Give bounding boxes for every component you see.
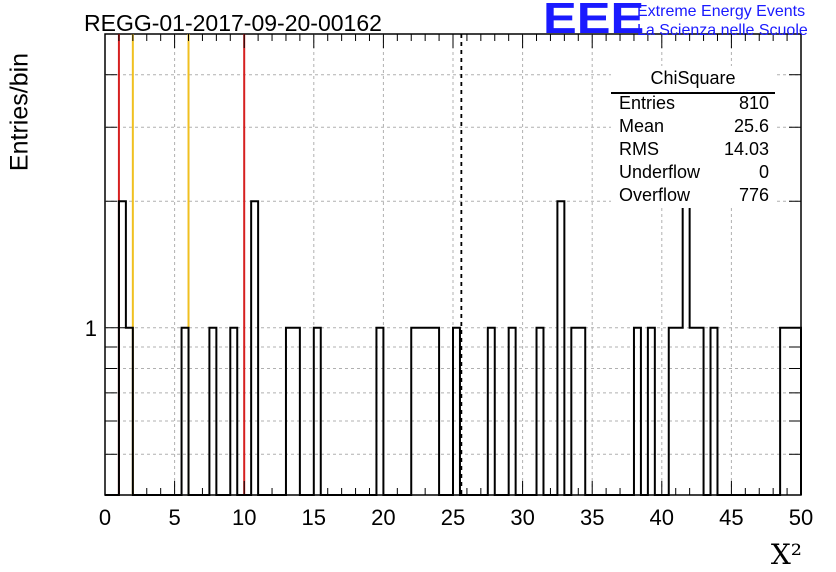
- stat-key: Mean: [619, 116, 665, 136]
- stat-value: 25.6: [733, 116, 769, 136]
- x-tick-label: 5: [168, 505, 180, 530]
- y-axis-label: Entries/bin: [5, 52, 34, 172]
- x-tick-label: 50: [789, 505, 813, 530]
- x-tick-label: 0: [99, 505, 111, 530]
- stat-value: 776: [738, 185, 769, 205]
- stat-key: Entries: [619, 93, 676, 113]
- x-tick-label: 10: [232, 505, 256, 530]
- stat-key: RMS: [619, 139, 659, 159]
- x-tick-label: 35: [580, 505, 604, 530]
- stat-value: 810: [738, 93, 769, 113]
- reference-lines: [117, 34, 463, 495]
- x-axis-label: X²: [771, 538, 802, 571]
- logo-tagline-1: Extreme Energy Events: [637, 3, 806, 20]
- x-tick-label: 25: [441, 505, 465, 530]
- stats-title: ChiSquare: [650, 68, 736, 88]
- stat-key: Underflow: [619, 162, 701, 182]
- logo-tagline-2: La Scienza nelle Scuole: [637, 22, 808, 39]
- eee-logo: EEE Extreme Energy Events La Scienza nel…: [541, 0, 836, 46]
- eee-logo-mark: EEE: [543, 0, 645, 43]
- stat-row-rms: RMS 14.03: [619, 139, 769, 162]
- histogram-outline: [105, 200, 802, 496]
- axis-ticks: 0 5 10 15 20 25 30 35 40 45 50 1: [85, 34, 813, 530]
- x-tick-label: 20: [371, 505, 395, 530]
- stat-row-entries: Entries 810: [619, 93, 769, 116]
- stat-value: 14.03: [723, 139, 769, 159]
- stat-value: 0: [758, 162, 769, 182]
- stat-row-underflow: Underflow 0: [619, 162, 769, 185]
- stat-key: Overflow: [619, 185, 691, 205]
- y-tick-label: 1: [85, 316, 97, 341]
- x-tick-label: 40: [650, 505, 674, 530]
- run-title: REGG-01-2017-09-20-00162: [84, 10, 382, 36]
- x-tick-label: 15: [302, 505, 326, 530]
- stat-row-mean: Mean 25.6: [619, 116, 769, 139]
- stats-divider: [611, 92, 775, 94]
- x-tick-label: 30: [510, 505, 534, 530]
- x-tick-label: 45: [719, 505, 743, 530]
- stat-row-overflow: Overflow 776: [619, 185, 769, 208]
- stats-box: ChiSquare Entries 810 Mean 25.6 RMS 14.0…: [611, 66, 775, 208]
